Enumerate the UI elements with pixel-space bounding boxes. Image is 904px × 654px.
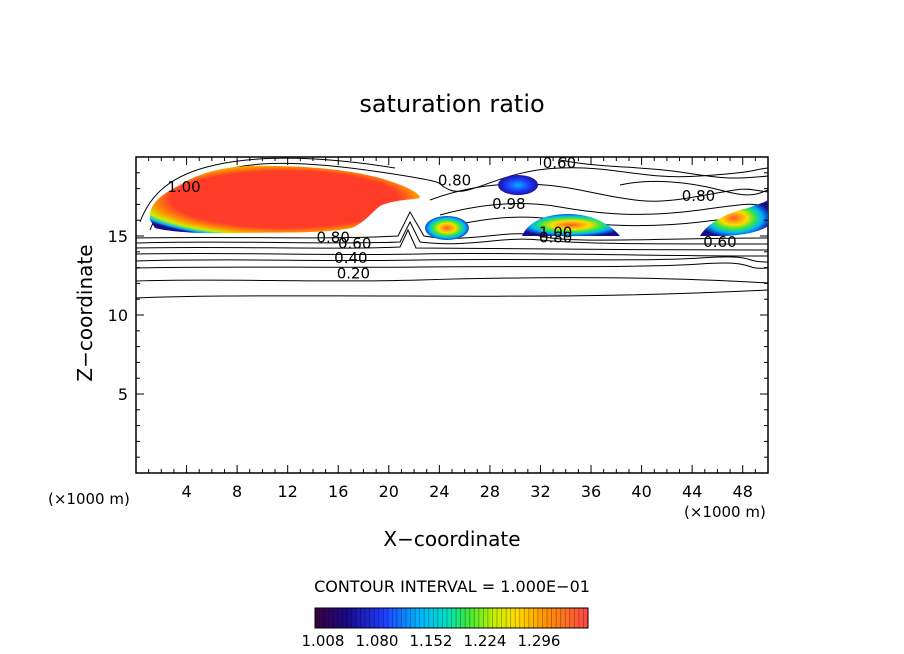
filled-regions — [149, 165, 768, 240]
region-main — [149, 165, 420, 234]
x-tick-label: 36 — [581, 482, 601, 501]
colorbar: 1.008 1.080 1.152 1.224 1.296 — [302, 607, 589, 650]
contour-label: 0.40 — [334, 249, 367, 267]
colorbar-tick-label: 1.296 — [518, 632, 561, 650]
region-34km — [522, 214, 620, 236]
colorbar-tick-label: 1.152 — [410, 632, 453, 650]
contour-label: 0.80 — [316, 228, 349, 246]
contour-line-0-50 — [135, 252, 769, 257]
y-axis: 5 10 15 — [108, 172, 768, 458]
contour-line-0-70 — [135, 220, 769, 245]
contour-line-upper-5 — [559, 159, 769, 179]
x-tick-label: 32 — [530, 482, 550, 501]
contour-labels: 1.00 0.800.600.800.600.400.201.000.80 0.60… — [167, 154, 736, 283]
region-30km-top — [498, 175, 538, 195]
x-tick-label: 4 — [181, 482, 191, 501]
x-tick-label: 48 — [733, 482, 753, 501]
y-tick-label: 10 — [108, 306, 128, 325]
x-tick-label: 12 — [278, 482, 298, 501]
contour-label: 0.80 — [539, 228, 572, 246]
contour-label: 1.00 — [539, 224, 572, 242]
chart-title: saturation ratio — [359, 90, 544, 118]
x-tick-label: 44 — [682, 482, 702, 501]
contour-label: 0.60 — [703, 233, 736, 251]
contour-line-0-60 — [135, 228, 769, 251]
y-axis-label: Z−coordinate — [73, 244, 97, 381]
contour-line-0-30 — [135, 262, 769, 269]
x-tick-label: 20 — [379, 482, 399, 501]
contour-label: 0.80 — [682, 187, 715, 205]
contour-line-0-40 — [135, 256, 769, 263]
x-tick-label: 28 — [480, 482, 500, 501]
contour-line-0-20 — [135, 277, 769, 284]
x-unit-left: (×1000 m) — [48, 490, 130, 508]
x-tick-label: 24 — [429, 482, 449, 501]
contour-interval-text: CONTOUR INTERVAL = 1.000E−01 — [314, 577, 590, 596]
contour-line-upper-1 — [139, 157, 396, 223]
colorbar-tick-label: 1.080 — [356, 632, 399, 650]
colorbar-stripes — [319, 608, 584, 628]
x-tick-label: 16 — [328, 482, 348, 501]
region-24km — [425, 216, 469, 240]
y-tick-label: 15 — [108, 227, 128, 246]
colorbar-tick-label: 1.224 — [464, 632, 507, 650]
contour-line-upper-3 — [439, 203, 769, 216]
x-tick-label: 40 — [631, 482, 651, 501]
contour-line-upper-6 — [619, 180, 769, 196]
y-tick-label: 5 — [118, 385, 128, 404]
contour-label: 0.60 — [543, 154, 576, 172]
contour-label: 1.00 — [167, 178, 200, 196]
x-axis-label: X−coordinate — [383, 527, 520, 551]
x-tick-label: 8 — [232, 482, 242, 501]
contour-label: 0.20 — [337, 265, 370, 283]
region-46km — [700, 200, 768, 236]
contour-label: 0.60 — [338, 235, 371, 253]
contour-line-upper-2 — [429, 183, 769, 202]
contour-line-0-10 — [135, 289, 769, 299]
x-axis: 4 8 12 16 20 24 28 32 36 40 44 48 — [148, 157, 756, 501]
contour-label: 0.98 — [492, 195, 525, 213]
colorbar-tick-label: 1.008 — [302, 632, 345, 650]
contour-line-0-80 — [135, 210, 769, 241]
colorbar-gradient — [314, 607, 589, 629]
colorbar-labels: 1.008 1.080 1.152 1.224 1.296 — [302, 632, 561, 650]
x-unit-right: (×1000 m) — [684, 503, 766, 521]
contour-label: 0.80 — [438, 171, 471, 189]
